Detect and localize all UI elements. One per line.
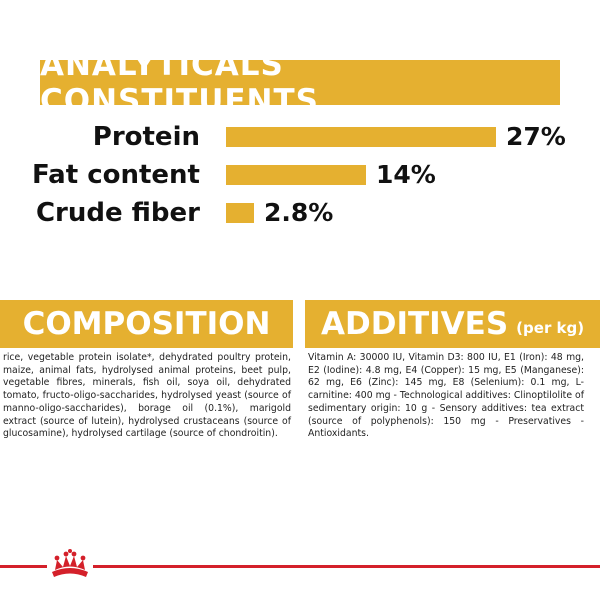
additives-banner: ADDITIVES (per kg) xyxy=(305,300,600,348)
nutrient-bar xyxy=(226,165,366,185)
analytics-banner: ANALYTICALS CONSTITUENTS xyxy=(40,47,560,119)
analytics-title: ANALYTICALS CONSTITUENTS xyxy=(40,46,319,119)
nutrient-label: Protein xyxy=(92,122,200,152)
nutrient-row-fat: Fat content 14% xyxy=(0,158,600,192)
royal-canin-crown-icon xyxy=(52,549,88,577)
nutrient-label: Crude fiber xyxy=(35,198,200,228)
nutrient-label: Fat content xyxy=(31,160,200,190)
nutrient-value: 2.8% xyxy=(264,198,334,227)
nutrient-row-fiber: Crude fiber 2.8% xyxy=(0,196,600,230)
nutrient-value: 27% xyxy=(506,122,566,151)
footer-line-right xyxy=(93,565,600,568)
footer-line-left xyxy=(0,565,47,568)
nutrient-row-protein: Protein 27% xyxy=(0,120,600,154)
additives-title: ADDITIVES xyxy=(321,306,509,342)
additives-text: Vitamin A: 30000 IU, Vitamin D3: 800 IU,… xyxy=(308,352,584,440)
composition-title: COMPOSITION xyxy=(22,306,271,342)
additives-title-suffix: (per kg) xyxy=(516,319,585,337)
composition-text: rice, vegetable protein isolate*, dehydr… xyxy=(3,352,291,440)
nutrient-bar xyxy=(226,127,496,147)
nutrient-bar xyxy=(226,203,254,223)
nutrient-value: 14% xyxy=(376,160,436,189)
composition-banner: COMPOSITION xyxy=(0,300,293,348)
